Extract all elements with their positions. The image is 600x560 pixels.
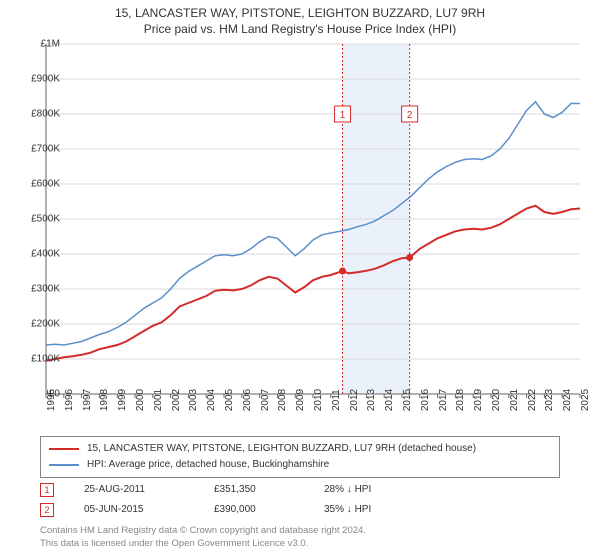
x-tick-label: 1999 xyxy=(117,389,128,411)
x-tick-label: 2017 xyxy=(438,389,449,411)
legend: 15, LANCASTER WAY, PITSTONE, LEIGHTON BU… xyxy=(40,436,560,478)
footer-line2: This data is licensed under the Open Gov… xyxy=(40,537,560,550)
x-tick-label: 2010 xyxy=(313,389,324,411)
legend-swatch xyxy=(49,448,79,450)
sale-delta: 35% ↓ HPI xyxy=(324,500,371,520)
chart-container: 15, LANCASTER WAY, PITSTONE, LEIGHTON BU… xyxy=(0,0,600,560)
x-tick-label: 2024 xyxy=(562,389,573,411)
legend-row: HPI: Average price, detached house, Buck… xyxy=(49,457,551,473)
sale-price: £390,000 xyxy=(214,500,304,520)
x-tick-label: 2000 xyxy=(135,389,146,411)
sale-delta: 28% ↓ HPI xyxy=(324,480,371,500)
chart-title-line1: 15, LANCASTER WAY, PITSTONE, LEIGHTON BU… xyxy=(0,0,600,20)
x-tick-label: 2022 xyxy=(527,389,538,411)
legend-label: 15, LANCASTER WAY, PITSTONE, LEIGHTON BU… xyxy=(87,441,476,457)
y-tick-label: £900K xyxy=(20,74,60,85)
x-tick-label: 2015 xyxy=(402,389,413,411)
legend-swatch xyxy=(49,464,79,466)
sale-date: 05-JUN-2015 xyxy=(84,500,194,520)
legend-label: HPI: Average price, detached house, Buck… xyxy=(87,457,329,473)
x-tick-label: 2001 xyxy=(153,389,164,411)
x-tick-label: 1996 xyxy=(64,389,75,411)
y-tick-label: £100K xyxy=(20,354,60,365)
x-tick-label: 2005 xyxy=(224,389,235,411)
svg-text:1: 1 xyxy=(340,110,346,121)
footer-line1: Contains HM Land Registry data © Crown c… xyxy=(40,524,560,537)
sale-date: 25-AUG-2011 xyxy=(84,480,194,500)
x-tick-label: 1998 xyxy=(99,389,110,411)
x-tick-label: 2019 xyxy=(473,389,484,411)
y-tick-label: £300K xyxy=(20,284,60,295)
y-tick-label: £800K xyxy=(20,109,60,120)
x-tick-label: 2025 xyxy=(580,389,591,411)
x-tick-label: 2004 xyxy=(206,389,217,411)
svg-text:2: 2 xyxy=(407,110,413,121)
x-tick-label: 2009 xyxy=(295,389,306,411)
sales-table: 1 25-AUG-2011 £351,350 28% ↓ HPI 2 05-JU… xyxy=(40,480,560,520)
sale-marker-box: 2 xyxy=(40,503,54,517)
sale-row: 2 05-JUN-2015 £390,000 35% ↓ HPI xyxy=(40,500,560,520)
x-tick-label: 2012 xyxy=(349,389,360,411)
y-tick-label: £700K xyxy=(20,144,60,155)
y-tick-label: £500K xyxy=(20,214,60,225)
legend-row: 15, LANCASTER WAY, PITSTONE, LEIGHTON BU… xyxy=(49,441,551,457)
chart-plot-area: 12 xyxy=(46,44,580,394)
y-tick-label: £200K xyxy=(20,319,60,330)
x-tick-label: 2003 xyxy=(188,389,199,411)
sale-price: £351,350 xyxy=(214,480,304,500)
chart-title-line2: Price paid vs. HM Land Registry's House … xyxy=(0,20,600,40)
x-tick-label: 2008 xyxy=(277,389,288,411)
sale-row: 1 25-AUG-2011 £351,350 28% ↓ HPI xyxy=(40,480,560,500)
x-tick-label: 2014 xyxy=(384,389,395,411)
x-tick-label: 1997 xyxy=(82,389,93,411)
x-tick-label: 1995 xyxy=(46,389,57,411)
y-tick-label: £400K xyxy=(20,249,60,260)
y-tick-label: £1M xyxy=(20,39,60,50)
y-tick-label: £600K xyxy=(20,179,60,190)
x-tick-label: 2006 xyxy=(242,389,253,411)
x-tick-label: 2013 xyxy=(366,389,377,411)
x-tick-label: 2021 xyxy=(509,389,520,411)
x-tick-label: 2007 xyxy=(260,389,271,411)
x-tick-label: 2020 xyxy=(491,389,502,411)
x-tick-label: 2002 xyxy=(171,389,182,411)
sale-marker-box: 1 xyxy=(40,483,54,497)
x-tick-label: 2023 xyxy=(544,389,555,411)
x-tick-label: 2016 xyxy=(420,389,431,411)
x-tick-label: 2018 xyxy=(455,389,466,411)
footer-attribution: Contains HM Land Registry data © Crown c… xyxy=(40,524,560,550)
x-tick-label: 2011 xyxy=(331,389,342,411)
chart-svg: 12 xyxy=(46,44,580,394)
